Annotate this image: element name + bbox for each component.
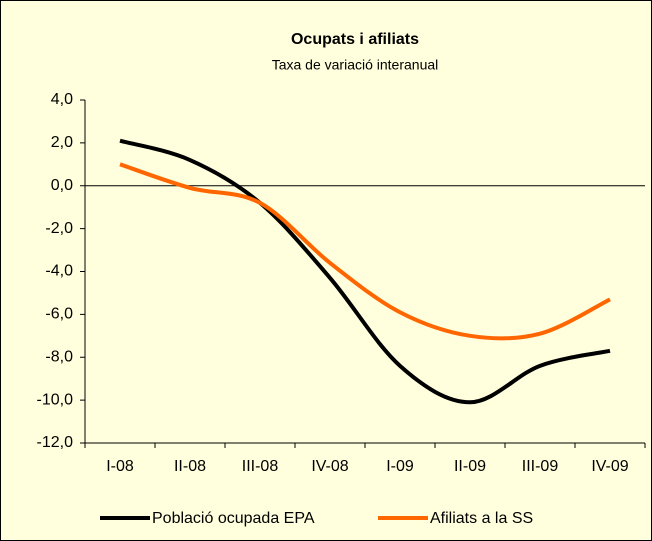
y-tick-label: -12,0 <box>37 434 74 451</box>
y-tick-label: 4,0 <box>51 91 73 108</box>
y-tick-label: -4,0 <box>45 263 73 280</box>
y-tick-label: -6,0 <box>45 306 73 323</box>
x-tick-label: II-09 <box>454 458 486 475</box>
x-tick-label: IV-08 <box>311 458 348 475</box>
x-tick-label: III-09 <box>522 458 559 475</box>
chart-subtitle: Taxa de variació interanual <box>272 57 439 73</box>
x-tick-label: IV-09 <box>591 458 628 475</box>
y-tick-label: 0,0 <box>51 177 73 194</box>
series-line <box>119 138 611 405</box>
x-tick-label: III-08 <box>242 458 279 475</box>
y-tick-label: -8,0 <box>45 348 73 365</box>
x-tick-label: I-09 <box>386 458 414 475</box>
legend-label: Afiliats a la SS <box>430 510 533 527</box>
y-tick-label: -2,0 <box>45 220 73 237</box>
y-tick-label: -10,0 <box>37 391 74 408</box>
chart-title: Ocupats i afiliats <box>291 31 419 48</box>
series-line <box>119 162 611 341</box>
x-tick-label: I-08 <box>106 458 134 475</box>
x-tick-label: II-08 <box>174 458 206 475</box>
y-tick-label: 2,0 <box>51 134 73 151</box>
legend-label: Població ocupada EPA <box>152 510 315 527</box>
